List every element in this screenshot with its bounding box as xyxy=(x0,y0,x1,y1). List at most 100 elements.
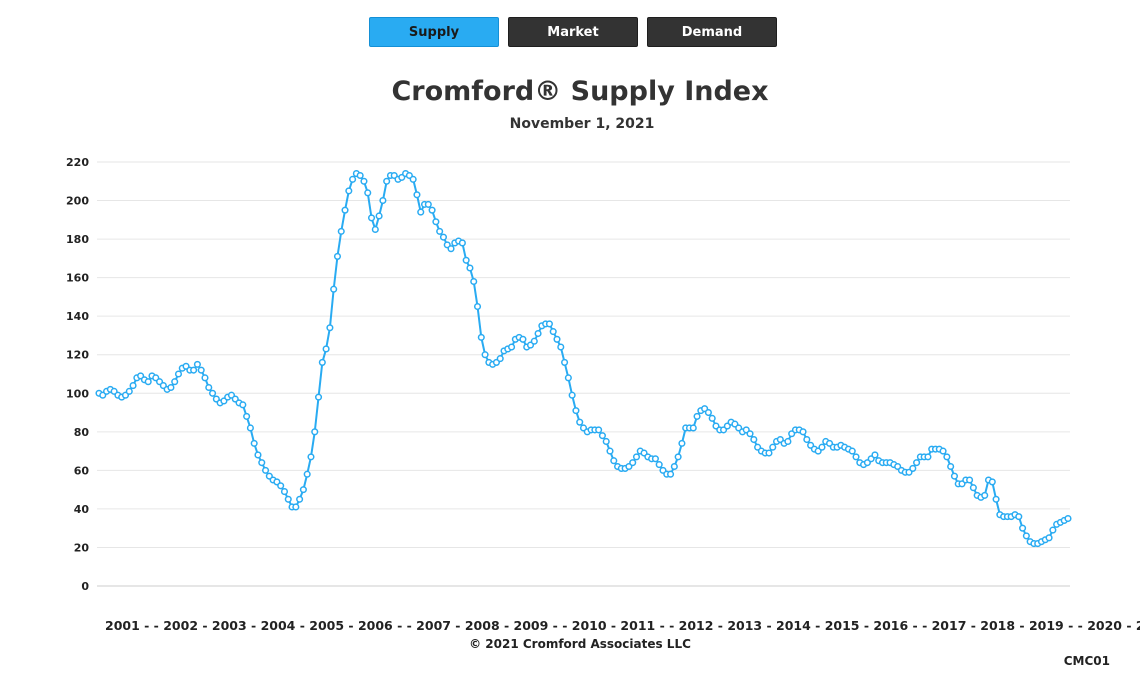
data-point xyxy=(436,227,444,235)
data-point xyxy=(284,495,292,503)
data-point xyxy=(629,459,637,467)
data-point xyxy=(303,470,311,478)
data-point xyxy=(292,503,300,511)
data-point xyxy=(190,366,198,374)
data-point xyxy=(258,459,266,467)
data-point xyxy=(364,189,372,197)
data-point xyxy=(470,277,478,286)
data-point xyxy=(197,366,205,374)
data-point xyxy=(349,175,357,183)
data-point xyxy=(413,191,421,199)
data-point xyxy=(277,482,285,490)
data-point xyxy=(254,451,262,459)
data-point xyxy=(341,206,349,214)
data-point xyxy=(572,407,580,415)
y-tick-label: 100 xyxy=(66,387,89,400)
data-point xyxy=(818,443,826,451)
data-point xyxy=(606,447,614,455)
data-point xyxy=(519,335,527,343)
data-point xyxy=(314,393,323,401)
data-point xyxy=(171,378,179,386)
data-point xyxy=(239,401,247,409)
data-point xyxy=(318,358,326,366)
y-tick-label: 60 xyxy=(74,464,90,477)
data-point xyxy=(939,447,947,455)
data-point xyxy=(595,426,603,434)
data-point xyxy=(602,437,610,446)
data-point xyxy=(379,196,387,205)
data-point xyxy=(337,227,345,235)
data-point xyxy=(205,383,213,392)
copyright: © 2021 Cromford Associates LLC xyxy=(469,637,691,651)
data-point xyxy=(432,218,440,226)
data-point xyxy=(704,408,712,417)
y-tick-label: 140 xyxy=(66,310,89,323)
data-point xyxy=(375,212,383,220)
series-line xyxy=(98,172,1069,545)
data-point xyxy=(924,453,932,461)
data-point xyxy=(534,329,542,338)
tab-supply[interactable]: Supply xyxy=(369,17,499,47)
data-point xyxy=(1049,526,1057,534)
y-tick-label: 180 xyxy=(66,233,89,246)
data-point xyxy=(326,324,334,332)
data-point xyxy=(333,252,342,260)
data-point xyxy=(296,495,304,503)
data-point xyxy=(280,488,289,496)
data-point xyxy=(746,430,754,438)
data-point xyxy=(307,453,315,461)
data-point xyxy=(750,435,758,444)
data-point xyxy=(693,412,701,420)
data-point xyxy=(481,351,489,359)
data-point xyxy=(508,343,516,351)
data-point xyxy=(708,414,716,422)
data-point xyxy=(568,391,576,399)
data-point xyxy=(466,264,474,272)
data-point xyxy=(670,462,678,471)
data-point xyxy=(299,486,307,494)
data-point xyxy=(261,466,270,474)
chart-title: Cromford® Supply Index xyxy=(391,76,769,107)
data-point xyxy=(1022,532,1030,540)
data-point xyxy=(598,432,606,440)
y-tick-label: 220 xyxy=(66,156,89,169)
data-point xyxy=(561,358,569,366)
data-point xyxy=(530,337,538,345)
data-point xyxy=(689,424,697,432)
tab-market[interactable]: Market xyxy=(508,17,638,47)
data-points xyxy=(95,170,1072,548)
chart-code: CMC01 xyxy=(1063,654,1110,668)
data-point xyxy=(367,214,376,222)
data-point xyxy=(988,478,996,486)
data-point xyxy=(473,302,482,311)
data-point xyxy=(909,464,917,472)
data-point xyxy=(125,387,133,395)
y-tick-label: 80 xyxy=(74,426,90,439)
data-point xyxy=(769,443,777,451)
data-point xyxy=(852,453,860,461)
y-tick-label: 40 xyxy=(74,503,90,516)
y-tick-label: 160 xyxy=(66,272,89,285)
data-point xyxy=(424,200,432,208)
data-point xyxy=(943,453,951,461)
data-point xyxy=(167,383,175,392)
data-point xyxy=(462,256,470,264)
data-point xyxy=(576,418,584,426)
tab-demand[interactable]: Demand xyxy=(647,17,777,47)
data-point xyxy=(330,285,338,293)
data-point xyxy=(209,389,217,397)
data-point xyxy=(311,428,319,436)
data-point xyxy=(1019,524,1027,532)
data-point xyxy=(383,177,391,185)
data-point xyxy=(667,470,675,478)
data-point xyxy=(144,378,152,386)
data-point xyxy=(345,187,353,195)
data-point xyxy=(765,449,773,457)
y-tick-label: 120 xyxy=(66,349,89,362)
y-tick-label: 0 xyxy=(81,580,89,593)
data-point xyxy=(409,175,417,183)
data-point xyxy=(803,435,811,444)
data-point xyxy=(496,355,504,363)
y-axis: 0 20 40 60 80 100 120 140 160 180 200 220 xyxy=(66,156,89,593)
